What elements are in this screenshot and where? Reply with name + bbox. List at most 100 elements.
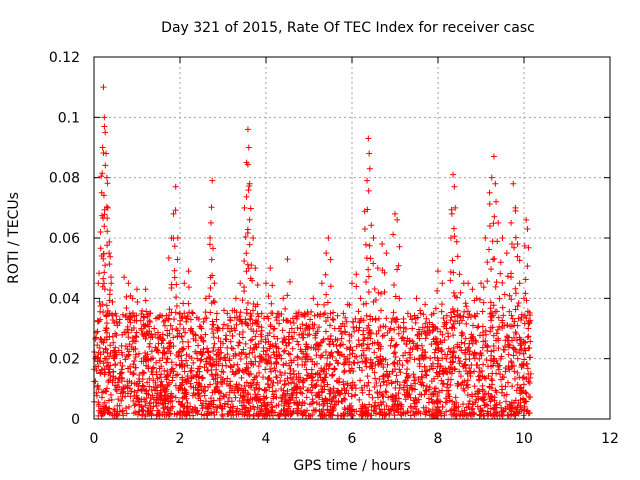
data-point: [456, 271, 463, 278]
spike-point: [196, 373, 203, 380]
band-point: [111, 406, 118, 413]
band-point: [179, 401, 186, 408]
band-point: [309, 396, 316, 403]
band-point: [467, 314, 474, 321]
band-point: [271, 351, 278, 358]
band-point: [451, 308, 458, 315]
spike-point: [190, 359, 197, 366]
band-point: [134, 411, 141, 418]
band-point: [414, 331, 421, 338]
band-point: [395, 395, 402, 402]
band-point: [447, 407, 454, 414]
spike-point: [289, 394, 296, 401]
band-point: [100, 360, 107, 367]
spike-point: [208, 256, 215, 263]
spike-point: [318, 352, 325, 359]
band-point: [496, 399, 503, 406]
band-point: [418, 381, 425, 388]
band-point: [156, 374, 163, 381]
band-point: [472, 399, 479, 406]
band-point: [101, 371, 108, 378]
spike-point: [432, 346, 439, 353]
band-point: [105, 369, 112, 376]
spike-point: [273, 373, 280, 380]
band-point: [175, 398, 182, 405]
spike-point: [166, 306, 173, 313]
spike-point: [107, 342, 114, 349]
band-point: [362, 404, 369, 411]
band-point: [294, 405, 301, 412]
band-point: [99, 405, 106, 412]
band-point: [504, 334, 511, 341]
spike-point: [402, 377, 409, 384]
spike-point: [122, 384, 129, 390]
spike-point: [509, 315, 516, 322]
band-point: [431, 385, 438, 392]
spike-point: [325, 365, 332, 372]
spike-point: [336, 342, 343, 349]
band-point: [312, 383, 319, 390]
data-point: [516, 280, 523, 287]
band-point: [211, 411, 218, 418]
spike-point: [148, 330, 155, 337]
band-point: [365, 407, 372, 414]
spike-point: [278, 355, 285, 362]
spike-point: [204, 367, 211, 374]
data-point: [361, 225, 368, 232]
band-point: [478, 368, 485, 375]
spike-point: [503, 333, 510, 340]
spike-point: [241, 288, 248, 295]
data-point: [293, 310, 300, 317]
spike-point: [246, 350, 253, 357]
spike-point: [124, 346, 131, 353]
band-point: [395, 330, 402, 337]
spike-point: [464, 377, 471, 384]
spike-point: [188, 355, 195, 362]
data-point: [493, 198, 500, 205]
spike-point: [412, 315, 419, 322]
band-point: [267, 366, 274, 373]
band-point: [184, 362, 191, 369]
spike-point: [170, 342, 177, 349]
band-point: [441, 351, 448, 358]
band-point: [129, 338, 136, 345]
spike-point: [360, 331, 367, 338]
band-point: [514, 355, 521, 362]
spike-point: [99, 170, 106, 177]
band-point: [517, 402, 524, 409]
spike-point: [327, 283, 334, 290]
band-point: [364, 383, 371, 390]
spike-point: [283, 317, 290, 324]
band-point: [182, 329, 189, 336]
band-point: [153, 368, 160, 375]
band-point: [165, 316, 172, 323]
spike-point: [94, 382, 101, 389]
spike-point: [172, 207, 179, 214]
band-point: [314, 343, 321, 350]
data-point: [495, 219, 502, 226]
band-point: [253, 393, 260, 400]
band-point: [242, 387, 249, 394]
plot-frame: [93, 56, 611, 420]
band-point: [142, 412, 149, 419]
band-point: [415, 376, 422, 383]
band-point: [224, 375, 231, 382]
spike-point: [249, 349, 256, 356]
band-point: [264, 347, 271, 354]
band-point: [330, 316, 337, 323]
spike-point: [489, 324, 496, 331]
band-point: [499, 412, 506, 419]
spike-point: [158, 378, 165, 385]
band-point: [116, 402, 123, 409]
spike-point: [360, 347, 367, 354]
spike-point: [185, 300, 192, 307]
data-point: [450, 171, 457, 178]
data-point: [349, 280, 355, 287]
band-point: [316, 324, 323, 331]
band-point: [123, 410, 130, 417]
spike-point: [164, 345, 171, 352]
data-point: [100, 84, 107, 91]
band-point: [195, 389, 202, 396]
band-point: [113, 318, 120, 325]
data-point: [318, 280, 325, 287]
